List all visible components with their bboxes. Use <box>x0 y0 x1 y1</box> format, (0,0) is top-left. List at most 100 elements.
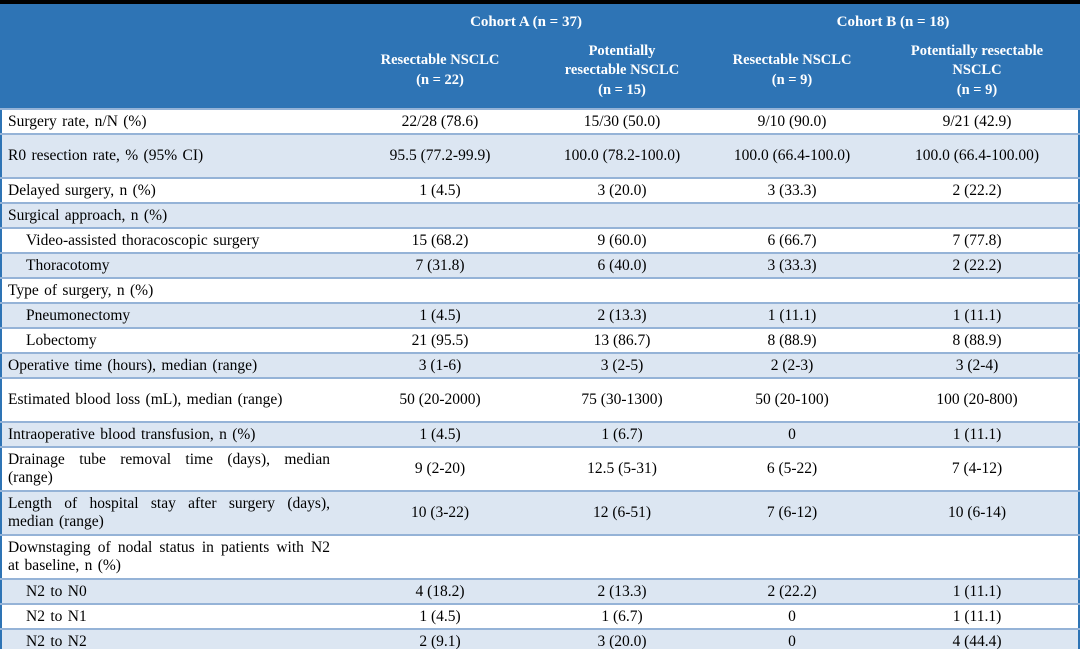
table-row: R0 resection rate, % (95% CI) 95.5 (77.2-… <box>1 133 1079 178</box>
cell-value: 9 (60.0) <box>536 227 709 253</box>
cell-value: 1 (4.5) <box>344 603 536 629</box>
cell-value: 15/30 (50.0) <box>536 108 709 134</box>
subcolumn-header-row: Resectable NSCLC (n = 22) Potentially re… <box>1 34 1079 109</box>
cell-value: 3 (20.0) <box>536 177 709 203</box>
cohort-a-header: Cohort A (n = 37) <box>344 5 709 34</box>
cell-value <box>876 202 1079 228</box>
table-row: Operative time (hours), median (range) 3 … <box>1 352 1079 378</box>
cell-value <box>536 202 709 228</box>
cell-value: 2 (22.2) <box>876 177 1079 203</box>
cell-value: 6 (40.0) <box>536 252 709 278</box>
cell-value: 6 (5-22) <box>708 446 877 491</box>
cell-value: 2 (22.2) <box>876 252 1079 278</box>
cell-value <box>708 534 877 579</box>
cell-value: 21 (95.5) <box>344 327 536 353</box>
cell-value: 1 (11.1) <box>876 578 1079 604</box>
corner-cell <box>1 5 344 109</box>
cell-value: 2 (2-3) <box>708 352 877 378</box>
cell-value: 3 (33.3) <box>708 177 877 203</box>
table-row: Pneumonectomy 1 (4.5) 2 (13.3) 1 (11.1) 1 (1… <box>1 302 1079 328</box>
cell-value: 7 (6-12) <box>708 490 877 535</box>
table-row: Length of hospital stay after surgery (d… <box>1 490 1079 535</box>
row-label: Drainage tube removal time (days), media… <box>1 446 344 491</box>
table-row: Type of surgery, n (%) <box>1 277 1079 303</box>
cell-value: 0 <box>708 421 877 447</box>
cell-value: 8 (88.9) <box>876 327 1079 353</box>
cell-value: 9 (2-20) <box>344 446 536 491</box>
cell-value: 100.0 (66.4-100.00) <box>876 133 1079 178</box>
cell-value <box>536 534 709 579</box>
cell-value: 7 (77.8) <box>876 227 1079 253</box>
row-label: Estimated blood loss (mL), median (range… <box>1 377 344 422</box>
cell-value: 75 (30-1300) <box>536 377 709 422</box>
subcol-potentially-resectable-a: Potentially resectable NSCLC (n = 15) <box>536 34 709 109</box>
cell-value: 2 (13.3) <box>536 578 709 604</box>
cell-value <box>876 277 1079 303</box>
table-row: N2 to N0 4 (18.2) 2 (13.3) 2 (22.2) 1 (11.1) <box>1 578 1079 604</box>
cell-value: 100.0 (78.2-100.0) <box>536 133 709 178</box>
cell-value: 9/10 (90.0) <box>708 108 877 134</box>
table-body: Surgery rate, n/N (%) 22/28 (78.6) 15/30 (… <box>1 108 1079 649</box>
cell-value: 3 (33.3) <box>708 252 877 278</box>
row-label: Surgery rate, n/N (%) <box>1 108 344 134</box>
cell-value: 2 (22.2) <box>708 578 877 604</box>
cell-value <box>708 277 877 303</box>
cell-value: 3 (2-4) <box>876 352 1079 378</box>
cell-value: 4 (44.4) <box>876 628 1079 649</box>
cell-value: 7 (31.8) <box>344 252 536 278</box>
cell-value: 6 (66.7) <box>708 227 877 253</box>
row-label: N2 to N2 <box>1 628 344 649</box>
cell-value: 0 <box>708 603 877 629</box>
table-row: Intraoperative blood transfusion, n (%) 1… <box>1 421 1079 447</box>
table-row: Delayed surgery, n (%) 1 (4.5) 3 (20.0) 3 (… <box>1 177 1079 203</box>
subcol-resectable-b: Resectable NSCLC (n = 9) <box>708 34 877 109</box>
row-label: N2 to N1 <box>1 603 344 629</box>
cell-value: 22/28 (78.6) <box>344 108 536 134</box>
surgery-outcomes-table: Cohort A (n = 37) Cohort B (n = 18) Rese… <box>0 4 1080 649</box>
row-label: Type of surgery, n (%) <box>1 277 344 303</box>
row-label: Delayed surgery, n (%) <box>1 177 344 203</box>
table-header: Cohort A (n = 37) Cohort B (n = 18) Rese… <box>1 5 1079 109</box>
cell-value: 1 (6.7) <box>536 603 709 629</box>
row-label: N2 to N0 <box>1 578 344 604</box>
cell-value <box>536 277 709 303</box>
cell-value: 100.0 (66.4-100.0) <box>708 133 877 178</box>
cell-value <box>344 534 536 579</box>
cell-value: 50 (20-2000) <box>344 377 536 422</box>
cell-value: 12.5 (5-31) <box>536 446 709 491</box>
cell-value: 10 (3-22) <box>344 490 536 535</box>
cell-value: 100 (20-800) <box>876 377 1079 422</box>
cohort-header-row: Cohort A (n = 37) Cohort B (n = 18) <box>1 5 1079 109</box>
cell-value: 50 (20-100) <box>708 377 877 422</box>
cell-value: 1 (4.5) <box>344 421 536 447</box>
cell-value: 15 (68.2) <box>344 227 536 253</box>
cell-value: 7 (4-12) <box>876 446 1079 491</box>
cell-value: 1 (11.1) <box>876 603 1079 629</box>
row-label: Operative time (hours), median (range) <box>1 352 344 378</box>
cell-value <box>344 277 536 303</box>
cell-value: 3 (20.0) <box>536 628 709 649</box>
row-label: Downstaging of nodal status in patients … <box>1 534 344 579</box>
cohort-b-header: Cohort B (n = 18) <box>708 5 1079 34</box>
table-row: N2 to N1 1 (4.5) 1 (6.7) 0 1 (11.1) <box>1 603 1079 629</box>
table-row: Drainage tube removal time (days), media… <box>1 446 1079 491</box>
cell-value: 95.5 (77.2-99.9) <box>344 133 536 178</box>
cell-value: 8 (88.9) <box>708 327 877 353</box>
cell-value: 13 (86.7) <box>536 327 709 353</box>
subcol-resectable-a: Resectable NSCLC (n = 22) <box>344 34 536 109</box>
table-row: Estimated blood loss (mL), median (range… <box>1 377 1079 422</box>
cell-value <box>708 202 877 228</box>
cell-value: 1 (4.5) <box>344 177 536 203</box>
cell-value: 12 (6-51) <box>536 490 709 535</box>
cell-value: 0 <box>708 628 877 649</box>
cell-value: 4 (18.2) <box>344 578 536 604</box>
table-row: Downstaging of nodal status in patients … <box>1 534 1079 579</box>
row-label: Thoracotomy <box>1 252 344 278</box>
subcol-potentially-resectable-b: Potentially resectable NSCLC (n = 9) <box>876 34 1079 109</box>
cell-value: 1 (11.1) <box>876 421 1079 447</box>
cell-value: 1 (11.1) <box>708 302 877 328</box>
cell-value <box>876 534 1079 579</box>
cell-value <box>344 202 536 228</box>
cell-value: 1 (4.5) <box>344 302 536 328</box>
